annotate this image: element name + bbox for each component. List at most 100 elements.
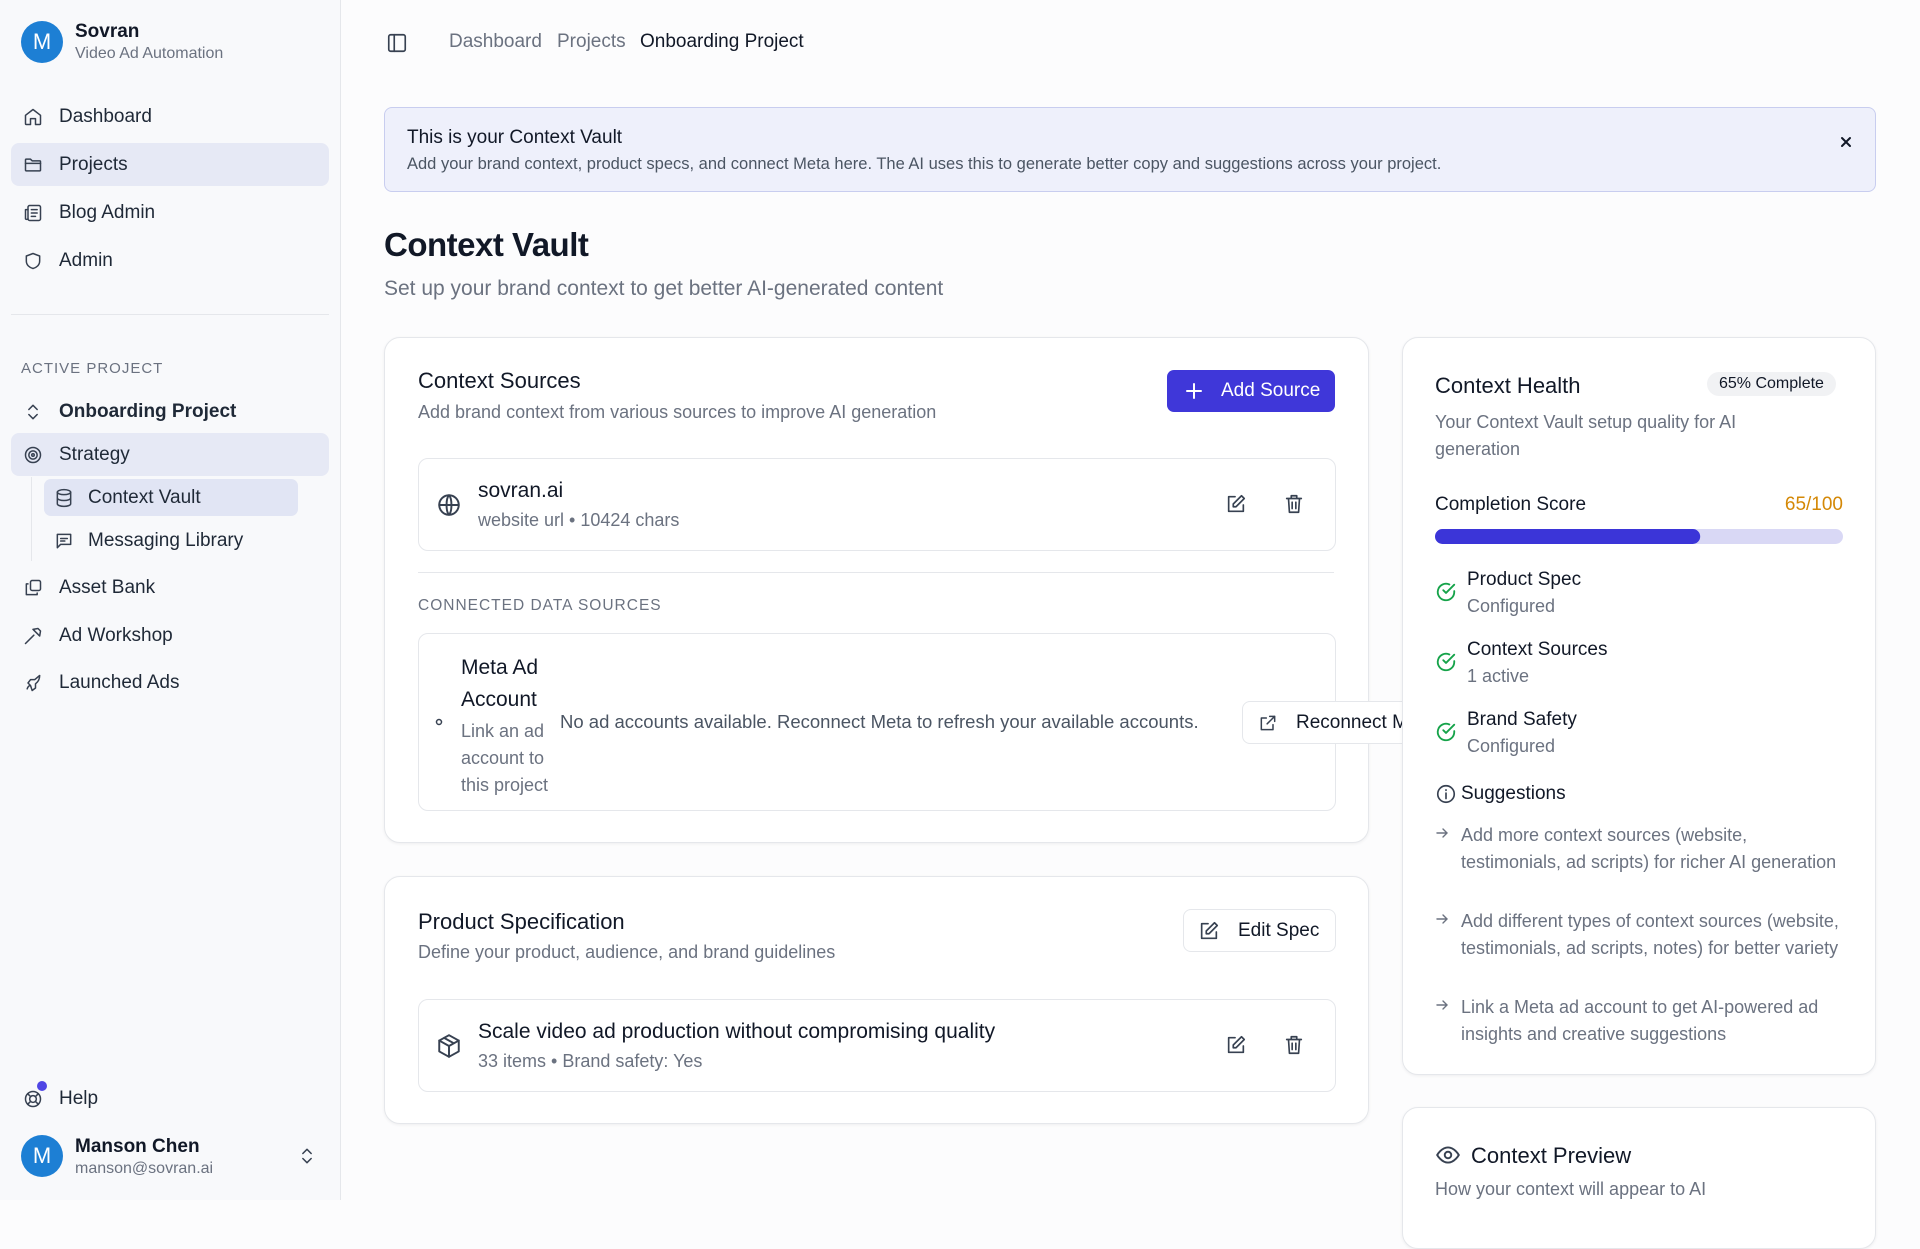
notification-dot: [37, 1081, 47, 1091]
arrow-icon: [1436, 828, 1448, 838]
icon-eye: [1436, 1146, 1460, 1164]
nav-label: Projects: [59, 153, 128, 175]
icon-folder: [24, 157, 42, 172]
card-title: Context Health: [1435, 373, 1581, 398]
nav-label: Dashboard: [59, 105, 152, 127]
check-icon: [1436, 582, 1456, 602]
icon-edit: [1200, 921, 1219, 939]
icon-external: [1260, 715, 1276, 730]
arrow-icon: [1436, 1000, 1448, 1010]
breadcrumb[interactable]: Dashboard: [449, 31, 542, 52]
icon-message: [56, 533, 72, 548]
meta-item: Meta Ad Account Link an ad account to th…: [418, 633, 1436, 811]
check-title: Product Spec: [1467, 569, 1582, 590]
check-icon: [1436, 652, 1456, 672]
icon-chevrons: [28, 404, 38, 419]
nav-label: Strategy: [59, 443, 130, 465]
suggestion: Add more context sources (website, testi…: [1461, 825, 1837, 872]
suggestion: Link a Meta ad account to get AI-powered…: [1461, 997, 1819, 1044]
nav-item[interactable]: Strategy: [11, 433, 329, 476]
check-mark: [1436, 582, 1456, 602]
help-link[interactable]: Help: [11, 1077, 329, 1120]
subnav-item[interactable]: Messaging Library: [44, 522, 298, 559]
score-label: Completion Score: [1435, 494, 1587, 515]
suggestions-title: Suggestions: [1461, 783, 1566, 804]
nav-label: Launched Ads: [59, 671, 180, 693]
icon-database: [56, 488, 72, 507]
icon-chevrons[interactable]: [297, 1146, 317, 1166]
tree-line: [31, 477, 32, 561]
edit-button[interactable]: [1225, 1034, 1247, 1056]
section-label: ACTIVE PROJECT: [21, 360, 164, 377]
info-banner: This is your Context Vault Add your bran…: [384, 107, 1876, 192]
card-title: Context Sources: [418, 368, 581, 393]
card-title: Context Preview: [1471, 1143, 1632, 1168]
button-label: Add Source: [1221, 380, 1321, 401]
progress-bar: [1435, 529, 1843, 544]
check-status: Configured: [1467, 736, 1556, 756]
nav-item[interactable]: Ad Workshop: [11, 614, 329, 657]
check-status: 1 active: [1467, 666, 1530, 686]
user-avatar: M: [21, 1135, 63, 1177]
check-mark: [1436, 722, 1456, 742]
meta-message: No ad accounts available. Reconnect Meta…: [560, 711, 1199, 732]
nav-item[interactable]: Asset Bank: [11, 566, 329, 609]
edit-spec-button[interactable]: Edit Spec: [1183, 909, 1336, 952]
spec-name: Scale video ad production without compro…: [478, 1020, 996, 1043]
icon-assets: [25, 579, 42, 595]
nav-item[interactable]: Blog Admin: [11, 191, 329, 234]
nav-label: Admin: [59, 249, 113, 271]
meta-title: Meta Ad Account: [461, 656, 539, 711]
card-subtitle: Add brand context from various sources t…: [418, 402, 937, 422]
nav-item[interactable]: Admin: [11, 239, 329, 282]
icon-news: [24, 204, 42, 221]
badge: 65% Complete: [1707, 372, 1836, 396]
brand-name: Sovran: [75, 21, 140, 42]
delete-button[interactable]: [1283, 493, 1305, 515]
product-spec-card: Product Specification Define your produc…: [384, 876, 1369, 1124]
check-title: Brand Safety: [1467, 709, 1577, 730]
edit-button[interactable]: [1225, 493, 1247, 515]
nav-item[interactable]: Dashboard: [11, 95, 329, 138]
check-mark: [1436, 652, 1456, 672]
icon-target: [24, 446, 42, 463]
spec-item: Scale video ad production without compro…: [418, 999, 1336, 1092]
progress-fill: [1435, 529, 1701, 544]
page: Context Vault html, body { margin: 0; pa…: [11, 0, 1876, 1249]
project-switcher[interactable]: Onboarding Project: [11, 390, 329, 433]
button-label: Reconnect Meta: [1296, 711, 1435, 733]
nav-item[interactable]: Projects: [11, 143, 329, 186]
nav-label: Asset Bank: [59, 576, 156, 598]
delete-button[interactable]: [1283, 1034, 1305, 1056]
nav-label: Ad Workshop: [59, 624, 173, 646]
subnav-item[interactable]: Context Vault: [44, 479, 298, 516]
banner-title: This is your Context Vault: [407, 127, 623, 148]
app: { "sidebar": { "brand": {"avatar": "M", …: [11, 0, 1876, 1249]
arrow: [1436, 914, 1448, 924]
icon-hammer: [24, 627, 42, 644]
icon-lifebuoy: [24, 1090, 42, 1107]
arrow: [1436, 828, 1448, 838]
page-title: Context Vault: [384, 226, 589, 263]
project-name: Onboarding Project: [59, 400, 237, 422]
score-value: 65/100: [1784, 494, 1843, 515]
source-meta: website url • 10424 chars: [478, 510, 680, 530]
add-source-button[interactable]: Add Source: [1167, 370, 1335, 412]
banner-text: Add your brand context, product specs, a…: [407, 155, 1442, 173]
divider: [418, 572, 1334, 573]
sidebar-toggle[interactable]: [386, 32, 408, 54]
card-subtitle: Your Context Vault setup quality for AI …: [1435, 412, 1737, 459]
reconnect-button[interactable]: Reconnect Meta: [1242, 701, 1436, 744]
page-subtitle: Set up your brand context to get better …: [384, 277, 944, 300]
breadcrumb[interactable]: Projects: [557, 31, 626, 52]
icon-plus: [1186, 383, 1202, 399]
close-button[interactable]: [1838, 134, 1854, 150]
icon-info: [1436, 784, 1456, 804]
nav-item[interactable]: Launched Ads: [11, 661, 329, 704]
subnav-label: Context Vault: [88, 486, 201, 508]
icon-package: [438, 1034, 460, 1058]
source-name: sovran.ai: [478, 479, 564, 502]
brand-tagline: Video Ad Automation: [75, 45, 224, 62]
user-email: manson@sovran.ai: [75, 1160, 214, 1177]
nav-label: Blog Admin: [59, 201, 156, 223]
